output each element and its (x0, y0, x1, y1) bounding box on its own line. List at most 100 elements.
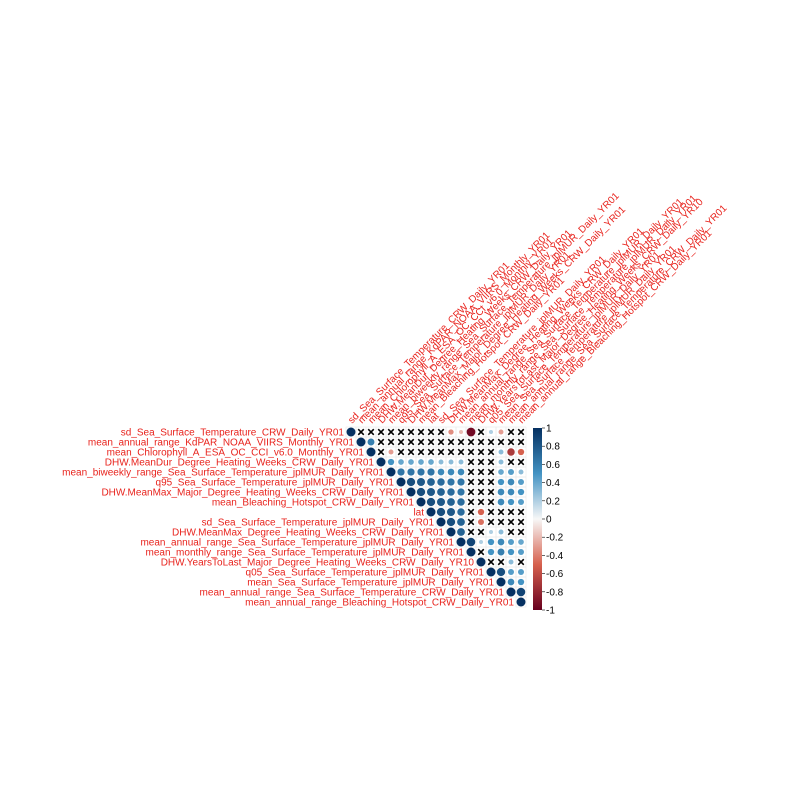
colorbar-tick-label: -0.4 (546, 551, 564, 562)
insignificant-mark (357, 428, 365, 436)
correlation-circle (437, 468, 445, 476)
insignificant-mark (477, 488, 485, 496)
correlation-circle (488, 429, 494, 435)
correlation-circle (436, 497, 446, 507)
insignificant-mark (447, 438, 455, 446)
correlation-circle (367, 438, 375, 446)
correlation-circle (507, 448, 515, 456)
row-labels: sd_Sea_Surface_Temperature_CRW_Daily_YR0… (62, 428, 514, 609)
correlation-circle (457, 518, 465, 526)
correlation-circle (457, 488, 465, 496)
correlation-circle (457, 528, 465, 536)
insignificant-mark (427, 448, 435, 456)
correlation-circle (396, 477, 406, 487)
insignificant-mark (377, 448, 385, 456)
insignificant-mark (497, 508, 505, 516)
correlation-circle (486, 567, 496, 577)
correlation-circle (446, 527, 456, 537)
insignificant-mark (467, 498, 475, 506)
insignificant-mark (417, 438, 425, 446)
correlation-circle (406, 487, 416, 497)
correlation-circle (517, 548, 525, 556)
insignificant-mark (487, 518, 495, 526)
insignificant-mark (467, 438, 475, 446)
insignificant-mark (487, 438, 495, 446)
correlation-circle (496, 567, 506, 577)
correlation-circle (426, 497, 436, 507)
insignificant-mark (457, 448, 465, 456)
insignificant-mark (487, 448, 495, 456)
correlation-circle (388, 449, 394, 455)
correlation-circle (407, 468, 415, 476)
correlation-circle (466, 537, 476, 547)
insignificant-mark (487, 558, 495, 566)
insignificant-mark (427, 438, 435, 446)
correlation-circle (517, 498, 525, 506)
insignificant-mark (427, 428, 435, 436)
colorbar-tick-label: 0.2 (546, 496, 560, 507)
insignificant-mark (447, 448, 455, 456)
insignificant-mark (497, 438, 505, 446)
insignificant-mark (477, 448, 485, 456)
row-label: mean_monthly_range_Sea_Surface_Temperatu… (145, 548, 464, 559)
insignificant-mark (467, 478, 475, 486)
insignificant-mark (517, 508, 525, 516)
correlation-circle (498, 429, 504, 435)
correlation-circle (366, 447, 376, 457)
colorbar-tick-label: 0 (546, 515, 552, 526)
correlation-circle (507, 468, 515, 476)
row-label: mean_annual_range_Bleaching_Hotspot_CRW_… (245, 598, 514, 609)
correlation-circle (507, 548, 515, 556)
correlation-circle (497, 548, 505, 556)
correlation-circle (448, 459, 454, 465)
correlation-circle (517, 488, 525, 496)
row-label: mean_Chlorophyll_A_ESA_OC_CCI_v6.0_Month… (107, 448, 365, 459)
correlation-circle (497, 498, 505, 506)
correlation-circle (436, 507, 446, 517)
correlation-circle (496, 577, 506, 587)
insignificant-mark (487, 508, 495, 516)
insignificant-mark (397, 428, 405, 436)
correlation-circle (476, 557, 486, 567)
correlation-circle (356, 437, 366, 447)
correlation-circle (418, 459, 424, 465)
insignificant-mark (487, 458, 495, 466)
colorbar-tick-label: -0.6 (546, 569, 564, 580)
correlation-circle (437, 478, 445, 486)
insignificant-mark (517, 438, 525, 446)
correlation-circle (498, 529, 504, 535)
correlation-circle (406, 477, 416, 487)
row-label: mean_Bleaching_Hotspot_CRW_Daily_YR01 (212, 498, 415, 509)
insignificant-mark (507, 518, 515, 526)
correlation-circle (516, 597, 526, 607)
correlation-circle (507, 578, 515, 586)
row-label: DHW.MeanMax_Degree_Heating_Weeks_CRW_Dai… (172, 528, 444, 539)
insignificant-mark (477, 478, 485, 486)
correlation-circle (478, 539, 484, 545)
correlation-circle (426, 507, 436, 517)
row-label: mean_biweekly_range_Sea_Surface_Temperat… (62, 468, 384, 479)
insignificant-mark (397, 438, 405, 446)
insignificant-mark (477, 548, 485, 556)
correlation-circle (436, 517, 446, 527)
insignificant-mark (477, 458, 485, 466)
colorbar-tick-label: 0.6 (546, 460, 560, 471)
row-label: sd_Sea_Surface_Temperature_CRW_Daily_YR0… (121, 428, 345, 439)
correlation-circle (416, 477, 426, 487)
insignificant-mark (467, 508, 475, 516)
correlation-circle (398, 459, 404, 465)
correlation-circle (466, 547, 476, 557)
insignificant-mark (517, 528, 525, 536)
insignificant-mark (417, 428, 425, 436)
correlation-circle (507, 538, 515, 546)
insignificant-mark (467, 528, 475, 536)
insignificant-mark (437, 438, 445, 446)
correlation-circle (506, 587, 516, 597)
correlation-circle (497, 478, 505, 486)
insignificant-mark (487, 488, 495, 496)
correlation-circle (516, 587, 526, 597)
insignificant-mark (417, 448, 425, 456)
correlation-circle (507, 568, 515, 576)
correlation-circle (507, 498, 515, 506)
